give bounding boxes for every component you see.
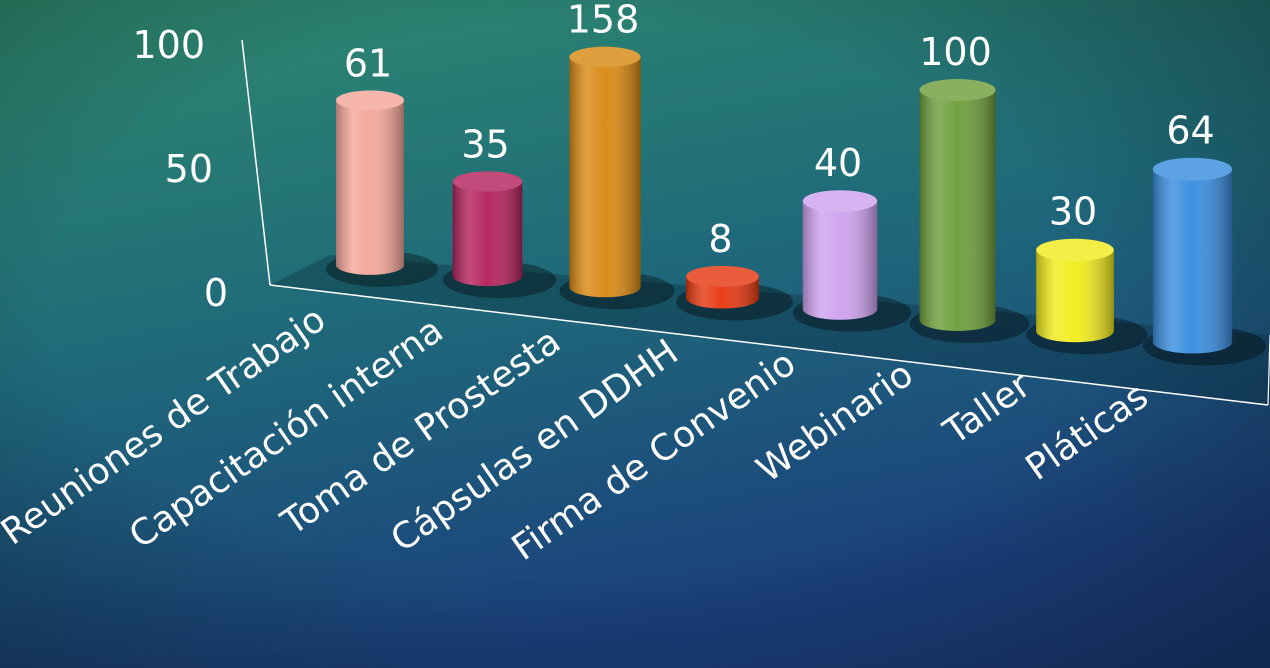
- bar-body-shading: [1152, 169, 1233, 354]
- bar-capacitacion-interna: [442, 171, 557, 299]
- bar-body-shading: [569, 57, 641, 298]
- data-label: 61: [344, 41, 392, 85]
- bar-body-shading: [336, 100, 404, 275]
- bar-top-highlight: [802, 190, 878, 212]
- bar-top: [452, 171, 523, 192]
- bar-top: [802, 190, 878, 212]
- data-label: 8: [708, 217, 732, 261]
- bar-top: [569, 46, 641, 68]
- data-label: 35: [461, 122, 509, 166]
- bar-top-highlight: [1036, 238, 1114, 262]
- data-label: 30: [1049, 190, 1097, 234]
- data-label: 40: [814, 141, 862, 185]
- bar-capsulas-en-ddhh: [676, 265, 793, 321]
- bar-firma-de-convenio: [792, 190, 912, 332]
- data-label: 64: [1166, 109, 1214, 153]
- bar-webinario: [909, 78, 1030, 344]
- value-labels-group: 61 35 158 8 40 100 30 64: [344, 0, 1215, 261]
- bar-reuniones-de-trabajo: [326, 90, 438, 287]
- bar-body-shading: [1036, 250, 1114, 343]
- bar-body-shading: [452, 181, 523, 287]
- bar-top: [336, 90, 404, 111]
- bar-top: [1036, 238, 1114, 262]
- bars-group: [326, 46, 1267, 366]
- bar-top-highlight: [686, 265, 759, 287]
- bar-top-highlight: [452, 171, 523, 192]
- bar-top: [686, 265, 759, 287]
- floor-plane: [270, 255, 1270, 405]
- bar-top: [1152, 157, 1233, 181]
- y-tick-label-100: 100: [132, 23, 205, 67]
- bar-taller: [1026, 238, 1148, 355]
- data-label: 158: [567, 0, 640, 42]
- y-axis-line: [241, 39, 271, 286]
- bar-body-shading: [802, 201, 878, 320]
- y-tick-label-50: 50: [165, 147, 213, 191]
- bar-top-highlight: [1152, 157, 1233, 181]
- bar-toma-de-prostesta: [559, 46, 675, 310]
- y-tick-label-0: 0: [204, 271, 228, 315]
- data-label: 100: [919, 30, 992, 74]
- bar-body-shading: [919, 90, 996, 332]
- bar-top-highlight: [919, 78, 996, 102]
- y-axis: 100 50 0: [132, 23, 271, 315]
- bar-platicas: [1142, 157, 1267, 366]
- bar-top-highlight: [569, 46, 641, 68]
- bar-top: [919, 78, 996, 102]
- x-axis-line: [269, 284, 1269, 406]
- bar-top-highlight: [336, 90, 404, 111]
